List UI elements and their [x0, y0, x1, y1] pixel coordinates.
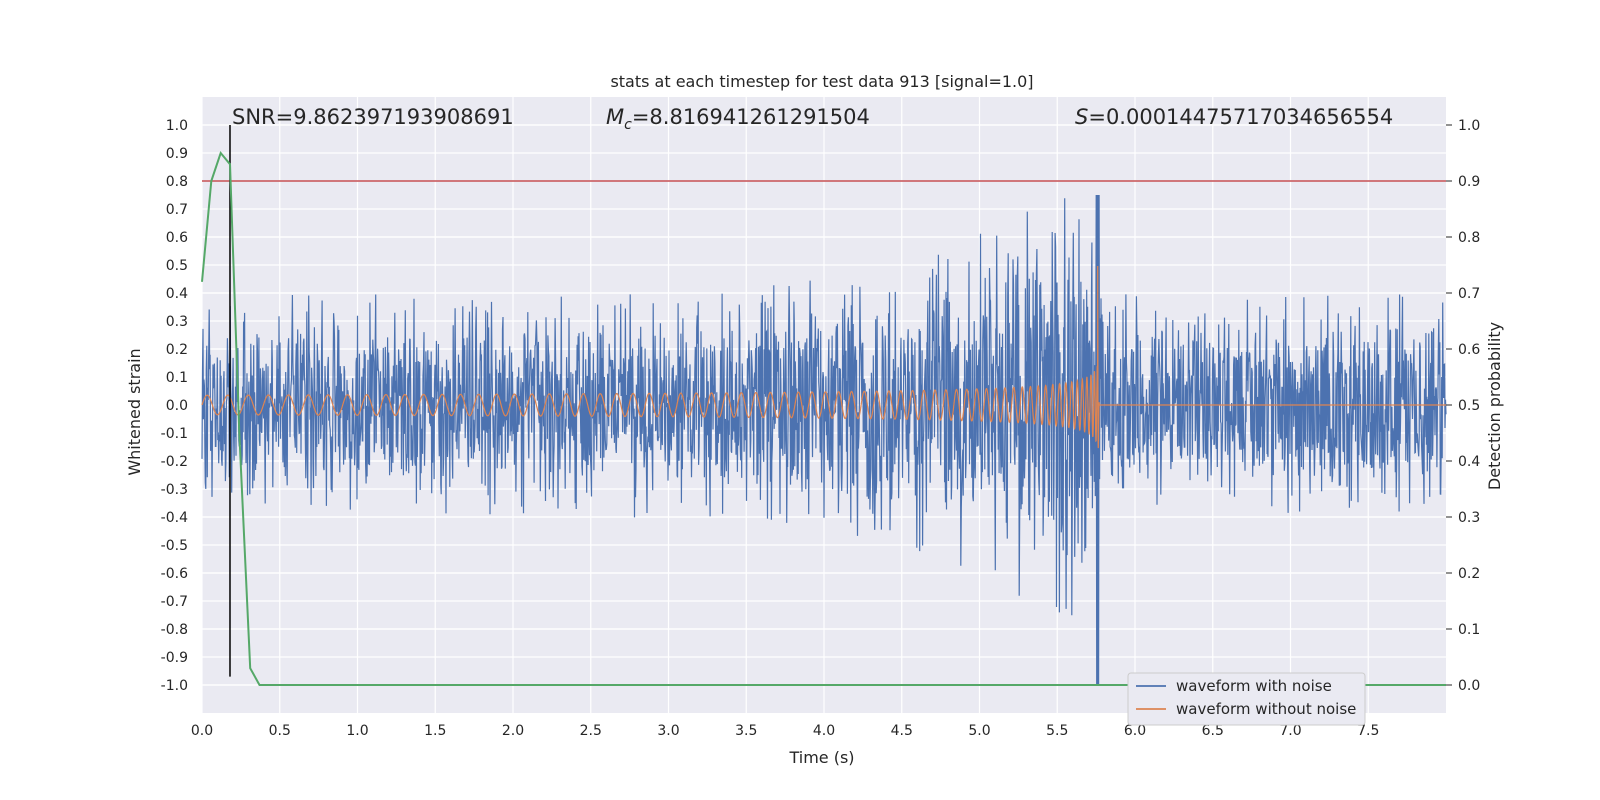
x-tick-label: 2.5	[580, 723, 602, 739]
legend: waveform with noise waveform without noi…	[1127, 672, 1366, 726]
chirp-mass-subscript: c	[624, 117, 632, 133]
y-tick-label: 0.2	[166, 342, 188, 358]
chirp-mass-symbol: M	[606, 105, 624, 129]
y-tick-label: -0.7	[161, 594, 188, 610]
x-tick-label: 7.5	[1357, 723, 1379, 739]
x-tick-label: 2.0	[502, 723, 524, 739]
y2-tick-label: 0.1	[1458, 622, 1480, 638]
y-tick-label: -0.4	[161, 510, 188, 526]
x-tick-label: 3.0	[657, 723, 679, 739]
chart-title: stats at each timestep for test data 913…	[610, 72, 1033, 91]
y-tick-label: 0.0	[166, 398, 188, 414]
clean-trace	[201, 265, 1446, 449]
y-tick-label: 0.4	[166, 286, 188, 302]
y2-tick-label: 0.4	[1458, 454, 1480, 470]
y2-tick-label: 0.9	[1458, 174, 1480, 190]
y2-tick-label: 0.3	[1458, 510, 1480, 526]
detection-probability-line	[201, 150, 1446, 686]
snr-annotation: SNR=9.862397193908691	[232, 105, 514, 129]
x-tick-label: 6.5	[1202, 723, 1224, 739]
y-tick-label: 0.8	[166, 174, 188, 190]
overlay	[201, 125, 1446, 686]
legend-box	[1127, 672, 1366, 726]
x-tick-label: 4.5	[891, 723, 913, 739]
y-tick-label: -0.9	[161, 650, 188, 666]
y2-tick-label: 0.8	[1458, 230, 1480, 246]
y-tick-label: 0.5	[166, 258, 188, 274]
y-tick-label: 0.9	[166, 146, 188, 162]
x-tick-label: 1.0	[346, 723, 368, 739]
x-tick-label: 7.0	[1279, 723, 1301, 739]
y-tick-label: -1.0	[161, 678, 188, 694]
s-annotation: S=0.0001447571703465655​4	[1075, 105, 1393, 129]
y-tick-label: -0.8	[161, 622, 188, 638]
x-tick-label: 4.0	[813, 723, 835, 739]
s-value: =0.0001447571703465655​4	[1088, 105, 1393, 129]
y-tick-label: -0.5	[161, 538, 188, 554]
chirp-mass-value: =8.816941261291504	[632, 105, 870, 129]
x-axis-label: Time (s)	[788, 748, 854, 767]
y-tick-label: -0.1	[161, 426, 188, 442]
x-tick-label: 5.5	[1046, 723, 1068, 739]
x-tick-label: 3.5	[735, 723, 757, 739]
y-tick-label: -0.3	[161, 482, 188, 498]
x-tick-label: 5.0	[968, 723, 990, 739]
y-tick-label: 0.1	[166, 370, 188, 386]
y-tick-label: -0.6	[161, 566, 188, 582]
y2-tick-label: 0.7	[1458, 286, 1480, 302]
y-tick-label: -0.2	[161, 454, 188, 470]
ticks: 0.0 0.5 1.0 1.5 2.0 2.5 3.0 3.5 4.0 4.5 5.0 5.5 6.0 6…	[161, 118, 1481, 739]
series-waveform-without-noise	[201, 265, 1446, 449]
x-tick-label: 1.5	[424, 723, 446, 739]
y2-tick-label: 0.0	[1458, 678, 1480, 694]
x-tick-label: 0.0	[191, 723, 213, 739]
y-tick-label: 0.3	[166, 314, 188, 330]
x-tick-label: 6.0	[1124, 723, 1146, 739]
series-waveform-with-noise	[201, 194, 1447, 686]
y-tick-label: 1.0	[166, 118, 188, 134]
x-tick-label: 0.5	[269, 723, 291, 739]
noise-trace	[201, 194, 1447, 686]
y2-axis-label: Detection probability	[1485, 322, 1504, 490]
y-tick-label: 0.7	[166, 202, 188, 218]
y2-tick-label: 0.2	[1458, 566, 1480, 582]
y2-tick-label: 0.6	[1458, 342, 1480, 358]
legend-label-noise: waveform with noise	[1176, 677, 1332, 695]
y-tick-label: 0.6	[166, 230, 188, 246]
y-axis-label: Whitened strain	[125, 348, 144, 475]
legend-label-clean: waveform without noise	[1176, 700, 1356, 718]
s-symbol: S	[1075, 105, 1088, 129]
y2-tick-label: 1.0	[1458, 118, 1480, 134]
chirp-mass-annotation: Mc=8.816941261291504	[606, 105, 870, 133]
y2-tick-label: 0.5	[1458, 398, 1480, 414]
